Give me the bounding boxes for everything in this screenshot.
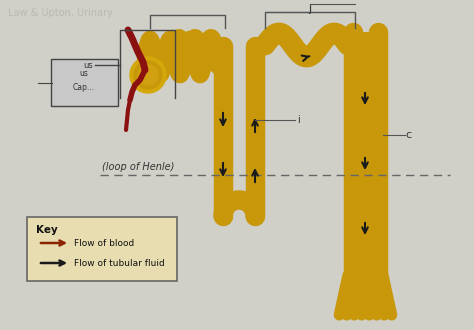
Text: i: i — [297, 115, 300, 125]
Text: Flow of blood: Flow of blood — [74, 239, 134, 248]
FancyBboxPatch shape — [51, 59, 118, 106]
Text: (loop of Henle): (loop of Henle) — [102, 162, 174, 172]
Text: j: j — [309, 4, 311, 14]
Text: Flow of tubular fluid: Flow of tubular fluid — [74, 258, 165, 268]
Circle shape — [130, 57, 166, 93]
Polygon shape — [348, 32, 383, 275]
FancyBboxPatch shape — [27, 217, 177, 281]
Text: c: c — [405, 130, 411, 140]
Text: Cap...: Cap... — [73, 83, 95, 92]
Text: us: us — [83, 60, 93, 70]
Text: Key: Key — [36, 225, 58, 235]
Circle shape — [134, 61, 162, 89]
Text: us: us — [80, 69, 89, 78]
Circle shape — [138, 65, 158, 85]
Text: Law & Upton, Urinary: Law & Upton, Urinary — [8, 8, 113, 18]
